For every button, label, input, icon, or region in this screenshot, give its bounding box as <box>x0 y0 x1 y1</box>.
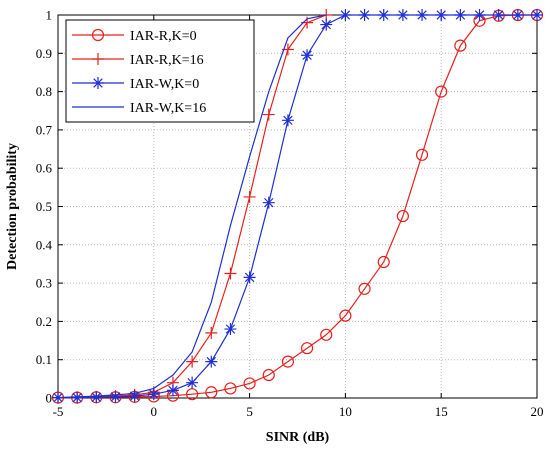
x-tick-label: -5 <box>53 404 64 419</box>
legend: IAR-R,K=0 IAR-R,K=16 IAR-W,K=0 IAR-W,K=16 <box>65 19 255 123</box>
series-point <box>147 388 160 401</box>
series-point <box>301 49 314 62</box>
legend-marker <box>91 28 105 42</box>
series-point <box>415 148 429 161</box>
series-point <box>52 391 64 404</box>
y-tick-label: 1 <box>46 8 53 23</box>
legend-item: IAR-R,K=16 <box>72 53 204 68</box>
series-point <box>416 9 429 21</box>
series-point <box>358 282 371 295</box>
series-point <box>454 9 467 21</box>
series-point <box>186 355 199 368</box>
y-tick-label: 0 <box>46 391 53 406</box>
series-point <box>166 384 179 397</box>
y-tick-label: 0.9 <box>36 46 52 61</box>
y-axis-label: Detection probability <box>5 143 20 270</box>
series-2 <box>52 9 543 404</box>
x-tick-label: 10 <box>339 404 352 419</box>
series-point <box>377 9 390 21</box>
y-tick-label: 0.2 <box>36 314 52 329</box>
series-point <box>377 255 390 269</box>
series-point <box>339 9 352 21</box>
y-tick-label: 0.4 <box>36 237 53 252</box>
y-tick-label: 0.1 <box>36 352 52 367</box>
series-point <box>90 391 103 404</box>
series-point <box>300 342 314 355</box>
series-0 <box>51 8 544 404</box>
series-point <box>492 9 505 21</box>
x-tick-label: 20 <box>531 404 544 419</box>
series-point <box>358 9 371 21</box>
series-point <box>454 39 467 52</box>
series-3 <box>57 14 327 399</box>
series-point <box>205 355 218 368</box>
series-point <box>224 323 237 336</box>
y-tick-label: 0.6 <box>36 161 53 176</box>
x-tick-label: 15 <box>435 404 448 419</box>
series-point <box>435 9 448 21</box>
legend-label: IAR-R,K=16 <box>130 53 204 68</box>
y-tick-label: 0.5 <box>36 199 52 214</box>
legend-label: IAR-W,K=16 <box>130 101 206 116</box>
legend-marker <box>92 77 104 89</box>
legend-box <box>65 19 255 123</box>
legend-label: IAR-W,K=0 <box>130 77 199 92</box>
series-point <box>224 267 237 280</box>
series-point <box>186 376 199 389</box>
series-point <box>396 209 409 223</box>
legend-item: IAR-R,K=0 <box>72 28 197 44</box>
series-point <box>205 386 218 399</box>
x-axis-label: SINR (dB) <box>266 430 330 445</box>
series-point <box>281 114 294 127</box>
series-point <box>281 355 295 368</box>
series-point <box>224 382 237 395</box>
series-point <box>262 368 275 382</box>
x-tick-label: 5 <box>246 404 253 419</box>
legend-item: IAR-W,K=0 <box>72 77 199 92</box>
series-point <box>262 108 275 121</box>
series-point <box>109 390 122 403</box>
series-point <box>531 9 543 21</box>
series-point <box>320 18 333 31</box>
series-point <box>243 377 256 390</box>
y-tick-label: 0.3 <box>36 276 52 291</box>
series-point <box>320 328 333 341</box>
series-point <box>435 85 448 98</box>
y-tick-label: 0.8 <box>36 84 52 99</box>
series-point <box>128 390 141 403</box>
series-point <box>205 326 218 339</box>
y-tick-label: 0.7 <box>36 122 53 137</box>
legend-marker <box>92 53 104 65</box>
series-line <box>58 14 537 399</box>
series-point <box>243 271 256 284</box>
legend-label: IAR-R,K=0 <box>130 29 197 44</box>
x-tick-label: 0 <box>151 404 158 419</box>
series-point <box>396 9 409 21</box>
series-point <box>511 9 524 21</box>
series-point <box>339 309 352 322</box>
series-point <box>473 9 486 21</box>
series-point <box>71 391 84 404</box>
series-line <box>57 14 327 399</box>
series-point <box>262 196 275 209</box>
series-point <box>243 190 256 203</box>
legend-item: IAR-W,K=16 <box>72 101 206 116</box>
series-layer <box>51 8 544 404</box>
